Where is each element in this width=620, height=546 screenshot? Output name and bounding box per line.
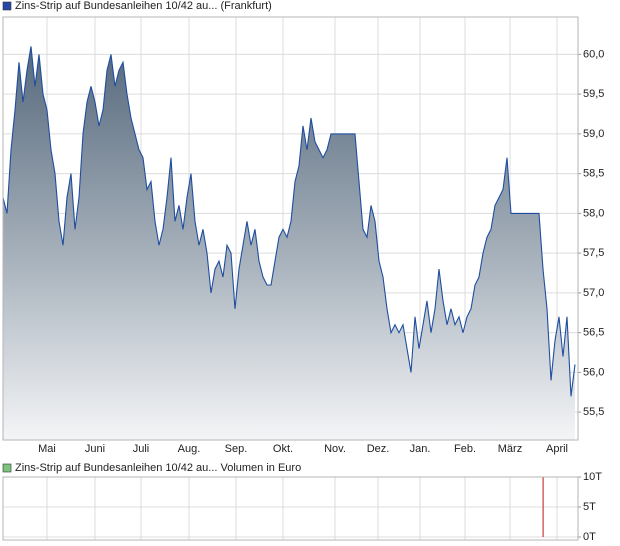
legend-label: Zins-Strip auf Bundesanleihen 10/42 au..… (15, 0, 272, 12)
x-tick-label: Aug. (178, 443, 201, 455)
x-tick-label: Dez. (367, 443, 390, 455)
price-area (3, 46, 575, 441)
y-tick-label: 10T (583, 471, 602, 483)
plot-frame (2, 476, 579, 541)
y-tick-label: 56,5 (583, 327, 604, 339)
price-line (2, 46, 576, 397)
x-tick-label: Juli (133, 443, 150, 455)
x-tick-label: Sep. (225, 443, 248, 455)
y-tick-label: 5T (583, 501, 596, 513)
y-tick-label: 58,5 (583, 168, 604, 180)
volume-bar (542, 477, 544, 537)
y-tick-label: 56,0 (583, 366, 604, 378)
x-tick-label: Jan. (410, 443, 431, 455)
y-tick-label: 59,5 (583, 88, 604, 100)
plot-frame (2, 16, 579, 441)
plot-area (3, 477, 578, 540)
x-tick-label: April (546, 443, 568, 455)
legend-swatch (2, 463, 12, 473)
x-tick-label: Nov. (324, 443, 346, 455)
y-tick-label: 57,5 (583, 247, 604, 259)
y-tick-label: 57,0 (583, 287, 604, 299)
legend-label: Zins-Strip auf Bundesanleihen 10/42 au..… (15, 462, 301, 474)
x-tick-label: März (498, 443, 522, 455)
x-tick-label: Okt. (273, 443, 293, 455)
y-tick-label: 58,0 (583, 207, 604, 219)
y-tick-label: 55,5 (583, 406, 604, 418)
y-tick-label: 0T (583, 531, 596, 543)
y-tick-label: 60,0 (583, 48, 604, 60)
x-tick-label: Mai (38, 443, 56, 455)
x-tick-label: Juni (85, 443, 105, 455)
x-tick-label: Feb. (454, 443, 476, 455)
y-tick-label: 59,0 (583, 128, 604, 140)
legend-swatch (2, 1, 12, 11)
